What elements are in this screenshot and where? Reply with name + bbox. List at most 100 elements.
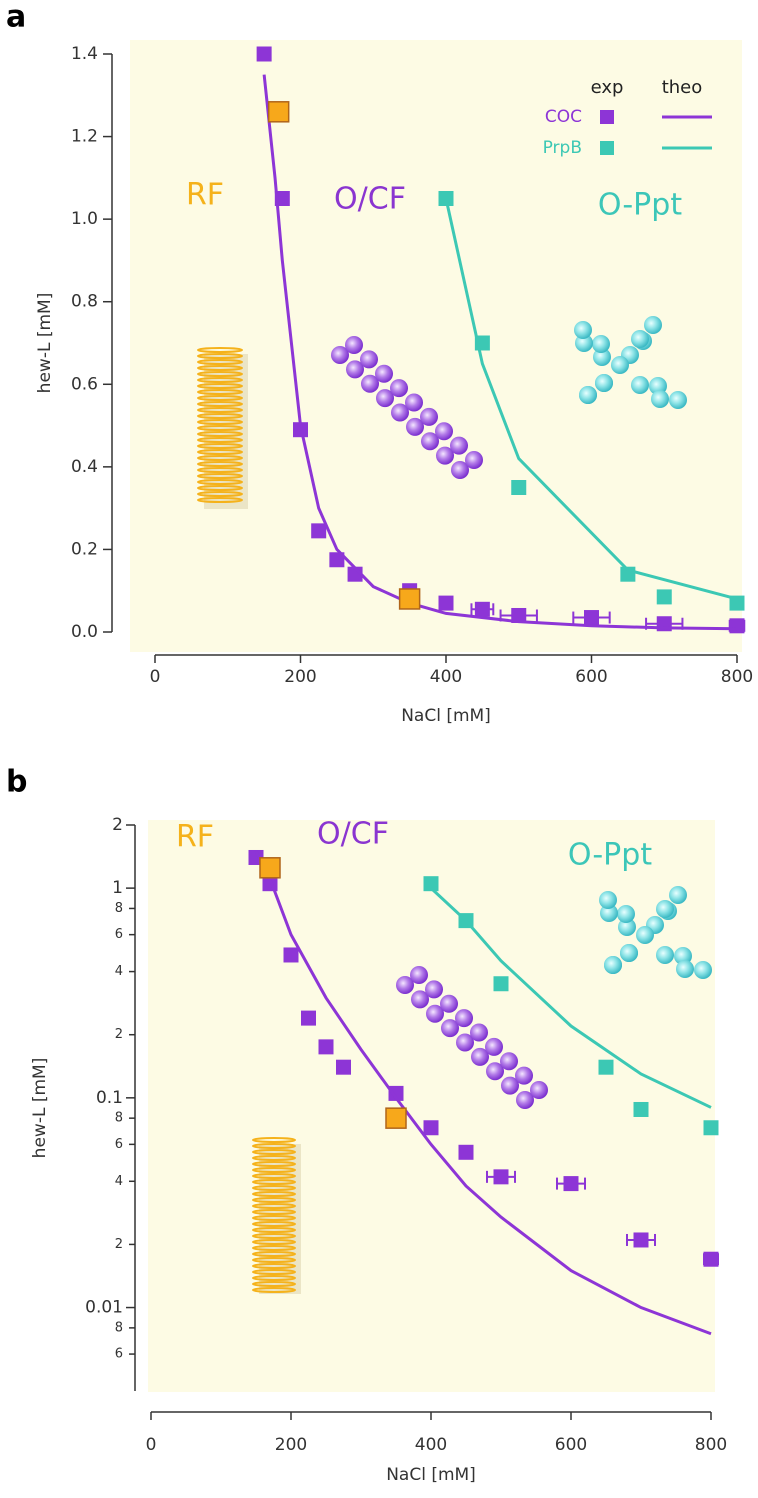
- data-point: [493, 1169, 509, 1185]
- plot-background: [148, 820, 715, 1392]
- y-axis-title: hew-L [mM]: [30, 1058, 50, 1159]
- protein-sphere: [391, 403, 409, 422]
- protein-sphere: [360, 350, 378, 369]
- legend-label: PrpB: [543, 138, 582, 158]
- protein-sphere: [411, 990, 429, 1009]
- aggregate-sphere: [631, 376, 649, 394]
- protein-sphere: [516, 1091, 534, 1109]
- x-axis-title: NaCl [mM]: [401, 706, 491, 726]
- y-tick-label: 0.01: [85, 1298, 123, 1318]
- spring-coil: [252, 1263, 296, 1269]
- spring-coil: [252, 1251, 296, 1257]
- protein-sphere: [421, 432, 439, 451]
- data-point: [283, 947, 299, 963]
- protein-sphere: [406, 417, 424, 436]
- data-point: [598, 1059, 614, 1075]
- protein-sphere: [450, 436, 468, 455]
- spring-coil: [197, 431, 243, 437]
- protein-sphere: [455, 1009, 473, 1028]
- data-point: [633, 1232, 649, 1248]
- data-point: [511, 480, 527, 495]
- spring-coil: [197, 479, 243, 485]
- spring-coil: [252, 1179, 296, 1185]
- spring-coil: [252, 1245, 296, 1251]
- data-point: [563, 1176, 579, 1192]
- protein-sphere: [471, 1047, 489, 1066]
- y-tick-label: 0.2: [71, 539, 98, 559]
- spring-coil: [252, 1185, 296, 1191]
- legend-label: COC: [545, 107, 582, 127]
- aggregate-sphere: [620, 944, 638, 962]
- region-label: O/CF: [334, 182, 406, 217]
- protein-sphere: [515, 1066, 533, 1085]
- data-point: [398, 588, 421, 610]
- data-point: [301, 1010, 316, 1026]
- data-point: [474, 601, 490, 617]
- spring-coil: [252, 1281, 296, 1287]
- data-point: [311, 523, 327, 539]
- protein-sphere: [451, 461, 469, 479]
- aggregate-sphere: [636, 926, 654, 944]
- y-tick-label: 8: [115, 1320, 123, 1335]
- protein-sphere: [346, 360, 364, 379]
- protein-sphere: [501, 1076, 519, 1095]
- y-tick-label: 0.1: [96, 1088, 123, 1108]
- spring-coil: [252, 1269, 296, 1275]
- y-tick-label: 2: [112, 815, 123, 835]
- theory-line: [429, 887, 712, 1109]
- spring-coil: [252, 1203, 296, 1209]
- spring-coil: [197, 497, 243, 503]
- data-point: [438, 595, 454, 611]
- data-point: [256, 46, 272, 62]
- legend-header: theo: [662, 77, 703, 98]
- data-point: [259, 857, 281, 879]
- theory-line: [444, 198, 738, 601]
- spring-coil: [252, 1191, 296, 1197]
- spring-coil: [252, 1275, 296, 1281]
- protein-sphere: [465, 451, 483, 469]
- y-tick-label: 1: [112, 878, 123, 898]
- protein-sphere: [331, 346, 349, 364]
- data-point: [267, 101, 290, 123]
- spring-coil: [197, 377, 243, 383]
- y-tick-label: 0.4: [71, 457, 98, 477]
- data-point: [336, 1059, 351, 1075]
- spring-coil: [197, 461, 243, 467]
- y-tick-label: 1.2: [71, 127, 98, 147]
- data-point: [703, 1120, 719, 1136]
- spring-coil: [197, 359, 243, 365]
- spring-coil: [252, 1233, 296, 1239]
- y-tick-label: 4: [115, 1174, 123, 1189]
- y-tick-label: 8: [115, 901, 123, 916]
- spring-coil: [252, 1149, 296, 1155]
- protein-sphere: [530, 1081, 548, 1099]
- protein-sphere: [456, 1033, 474, 1052]
- aggregate-sphere: [579, 386, 597, 404]
- data-point: [329, 552, 345, 568]
- y-tick-label: 2: [115, 1027, 123, 1042]
- aggregate-sphere: [599, 891, 617, 909]
- spring-coil: [197, 485, 243, 491]
- aggregate-sphere: [600, 904, 618, 922]
- protein-sphere: [440, 994, 458, 1013]
- aggregate-sphere: [631, 330, 649, 348]
- spring-coil: [197, 347, 243, 353]
- aggregate-sphere: [575, 334, 593, 352]
- protein-sphere: [436, 446, 454, 465]
- aggregate-sphere: [676, 960, 694, 978]
- y-axis-title: hew-L [mM]: [35, 293, 55, 394]
- aggregate-sphere: [592, 335, 610, 353]
- legend-marker: [600, 110, 614, 124]
- aggregate-sphere: [595, 374, 613, 392]
- spring-coil: [197, 395, 243, 401]
- spring-coil: [252, 1173, 296, 1179]
- aggregate-sphere: [651, 390, 669, 408]
- protein-sphere: [345, 336, 363, 354]
- aggregate-sphere: [644, 316, 662, 334]
- x-tick-label: 800: [695, 1435, 727, 1455]
- protein-sphere: [426, 1004, 444, 1023]
- spring-coil: [197, 419, 243, 425]
- spring-coil: [197, 467, 243, 473]
- protein-sphere: [396, 976, 414, 994]
